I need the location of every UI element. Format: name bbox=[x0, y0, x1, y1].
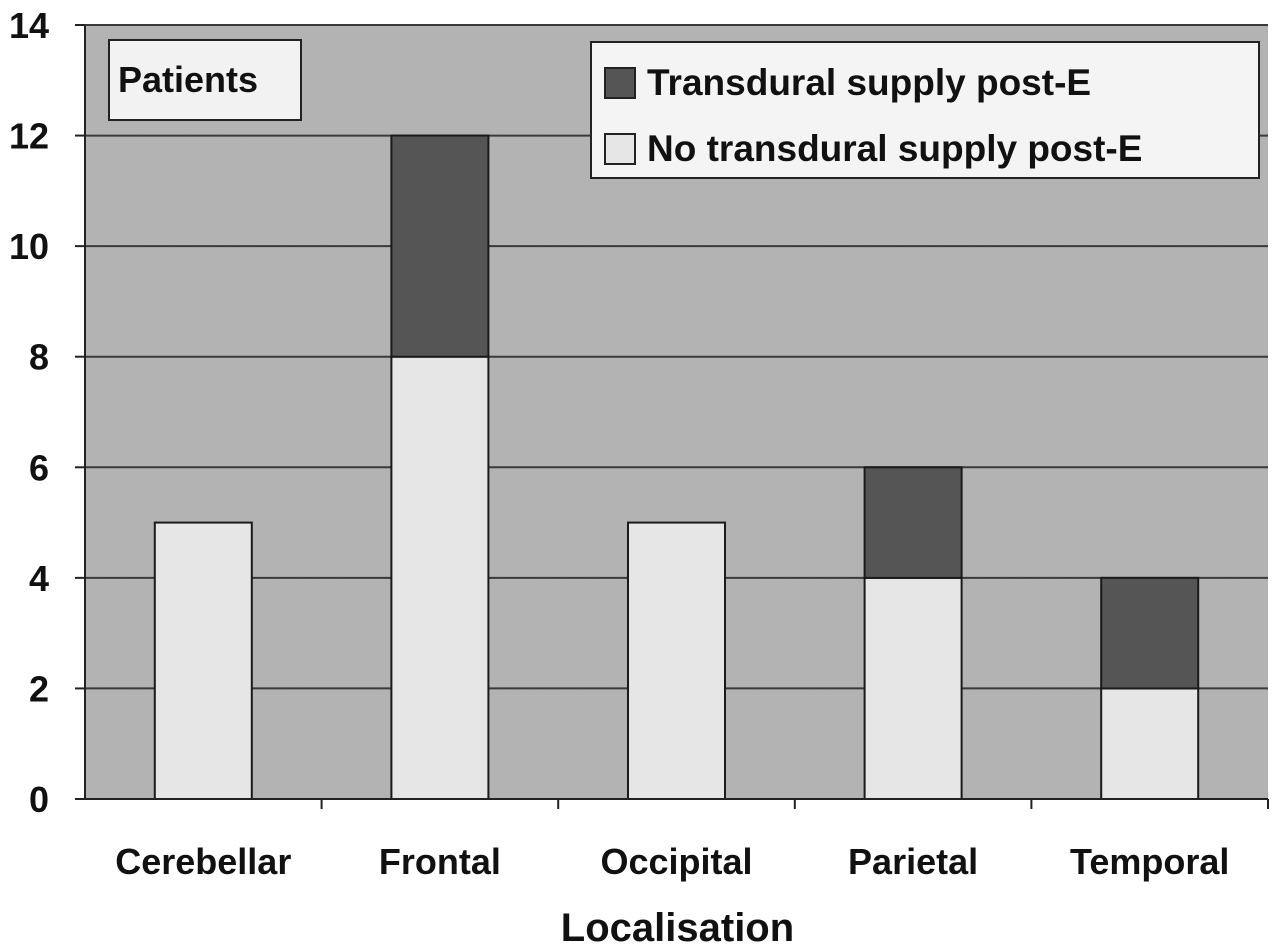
legend-swatch bbox=[604, 67, 636, 99]
x-category-label: Frontal bbox=[379, 841, 501, 882]
bar-segment-occipital-series-0 bbox=[626, 521, 727, 800]
x-category-label: Parietal bbox=[848, 841, 978, 882]
y-tick-label: 6 bbox=[29, 447, 49, 488]
bar-segment-temporal-series-1 bbox=[1100, 576, 1200, 690]
y-tick-label: 4 bbox=[29, 558, 49, 599]
bars bbox=[153, 134, 1200, 801]
y-tick-label: 0 bbox=[29, 779, 49, 820]
bar-segment-temporal-series-0 bbox=[1100, 687, 1200, 801]
y-tick-label: 2 bbox=[29, 668, 49, 709]
bar-segment-parietal-series-1 bbox=[863, 466, 963, 579]
bar-segment-frontal-series-0 bbox=[390, 355, 490, 800]
axes bbox=[75, 24, 1269, 809]
y-axis-title: Patients bbox=[118, 59, 258, 100]
y-tick-label: 10 bbox=[9, 226, 49, 267]
x-category-label: Cerebellar bbox=[115, 841, 291, 882]
y-tick-label: 8 bbox=[29, 337, 49, 378]
x-category-label: Occipital bbox=[600, 841, 752, 882]
bar-segment-frontal-series-1 bbox=[390, 134, 490, 358]
bar-segment-cerebellar-series-0 bbox=[153, 521, 253, 800]
y-tick-label: 14 bbox=[9, 5, 49, 46]
legend-swatch bbox=[604, 133, 636, 165]
bar-segment-parietal-series-0 bbox=[863, 576, 963, 800]
x-axis-title: Localisation bbox=[561, 906, 794, 949]
legend-label: Transdural supply post-E bbox=[647, 62, 1091, 103]
y-tick-label: 12 bbox=[9, 116, 49, 157]
x-category-label: Temporal bbox=[1070, 841, 1229, 882]
legend: Transdural supply post-E No transdural su… bbox=[590, 41, 1260, 179]
legend-label: No transdural supply post-E bbox=[647, 128, 1142, 169]
legend-box bbox=[590, 41, 1260, 179]
x-category-labels: Cerebellar Frontal Occipital Parietal Tempor… bbox=[115, 841, 1229, 882]
y-axis-label-box: Patients bbox=[108, 39, 302, 121]
y-tick-labels: 0 2 4 6 8 10 12 14 bbox=[9, 5, 49, 820]
